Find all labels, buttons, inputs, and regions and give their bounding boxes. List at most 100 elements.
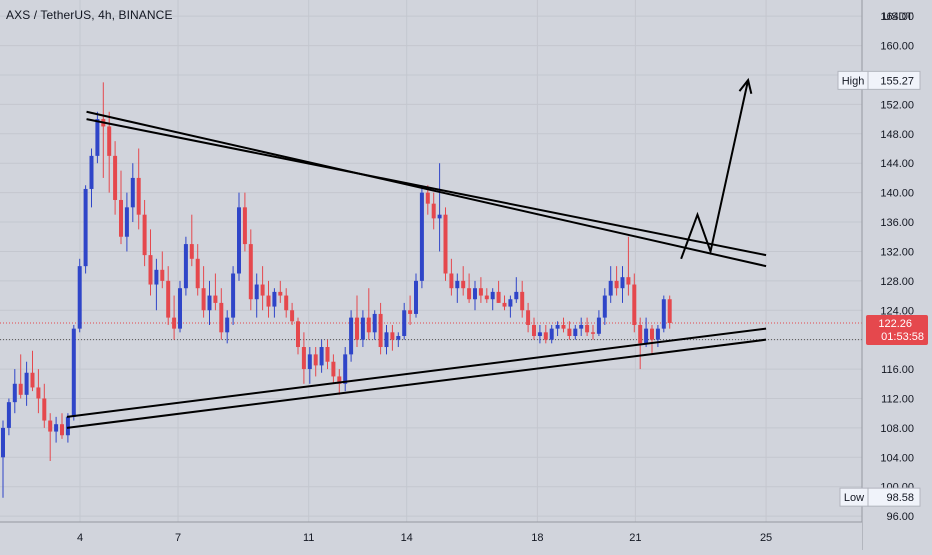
candle	[473, 280, 477, 311]
candle	[213, 273, 218, 311]
candle-body	[237, 207, 241, 274]
candle-body	[573, 328, 578, 336]
high-value: 155.27	[880, 75, 914, 87]
last-price-badge[interactable]	[866, 315, 928, 346]
candle-body	[71, 328, 76, 417]
time-axis[interactable]: 4 7 11 14 18 21 25	[0, 521, 862, 550]
candle	[71, 324, 76, 421]
candle-body	[119, 199, 123, 237]
candle-body	[213, 295, 218, 303]
candle-body	[561, 324, 566, 329]
price-tick-label: 136.00	[880, 217, 914, 229]
candle	[461, 266, 466, 296]
candle-body	[661, 299, 666, 329]
candle	[12, 369, 17, 414]
candle-body	[443, 214, 448, 274]
candle	[585, 317, 590, 336]
candle	[596, 310, 601, 336]
candle-body	[136, 177, 141, 215]
candle	[484, 288, 489, 303]
trend-drawings[interactable]	[66, 77, 767, 429]
candle	[349, 310, 354, 362]
candle	[278, 280, 283, 303]
candle	[555, 321, 560, 336]
candle	[319, 339, 324, 373]
candle-body	[667, 299, 672, 324]
candle-body	[325, 347, 330, 362]
candle-body	[124, 207, 129, 237]
candle-body	[24, 372, 29, 395]
candle-body	[166, 280, 171, 318]
candle-body	[30, 372, 35, 388]
time-axis-background	[0, 522, 862, 550]
candle	[284, 288, 289, 318]
candle	[154, 258, 159, 311]
low-label: Low	[844, 492, 864, 504]
candle-body	[650, 328, 654, 340]
candle	[573, 324, 578, 340]
candle	[620, 266, 625, 303]
candle-body	[520, 291, 525, 311]
candle	[408, 295, 413, 325]
candle	[48, 413, 53, 461]
candle	[296, 317, 300, 355]
time-tick-label: 4	[77, 532, 83, 544]
candle	[543, 324, 548, 344]
candle	[148, 229, 153, 296]
candle	[602, 288, 607, 325]
candle	[579, 317, 584, 336]
candle-body	[36, 387, 41, 399]
candle	[130, 163, 135, 223]
time-tick-label: 25	[760, 532, 772, 544]
candle	[183, 236, 188, 296]
candle	[431, 192, 436, 230]
candle-body	[142, 214, 147, 256]
candle	[225, 310, 230, 344]
candle	[307, 347, 312, 384]
candle-body	[502, 302, 507, 307]
trendline[interactable]	[86, 118, 767, 257]
trendline[interactable]	[66, 338, 767, 429]
candle	[478, 277, 483, 303]
candle	[549, 324, 554, 344]
price-tick-label: 144.00	[880, 158, 914, 170]
candle	[626, 236, 631, 296]
price-tick-label: 96.00	[886, 511, 914, 523]
projection-arrow[interactable]	[680, 79, 750, 260]
candle-body	[77, 266, 82, 329]
candle-body	[478, 288, 483, 296]
price-tick-label: 104.00	[880, 452, 914, 464]
candle	[124, 192, 129, 252]
candle-body	[490, 291, 495, 300]
time-tick-label: 21	[629, 532, 641, 544]
candle-body	[278, 291, 283, 296]
candle	[502, 295, 507, 311]
time-tick-label: 14	[401, 532, 413, 544]
candle	[644, 317, 649, 348]
price-axis[interactable]: USDT96.00100.00104.00108.00112.00116.001…	[837, 0, 932, 550]
candle-body	[195, 258, 200, 289]
candle-body	[83, 188, 88, 267]
candle-body	[54, 424, 59, 432]
candle	[650, 324, 654, 355]
candle-body	[331, 361, 336, 377]
candle	[567, 321, 572, 340]
trendline[interactable]	[86, 110, 767, 268]
candle-body	[508, 299, 513, 307]
candle	[189, 214, 194, 267]
arrow-head	[738, 77, 753, 94]
candle-body	[655, 328, 660, 340]
candle	[301, 332, 306, 384]
candle	[455, 273, 460, 303]
candle	[207, 280, 212, 325]
candle	[514, 277, 519, 303]
trendline[interactable]	[66, 327, 767, 418]
candle	[1, 420, 5, 498]
candle	[561, 317, 566, 333]
candle	[77, 258, 82, 333]
candle	[608, 266, 613, 303]
candle	[508, 295, 513, 318]
